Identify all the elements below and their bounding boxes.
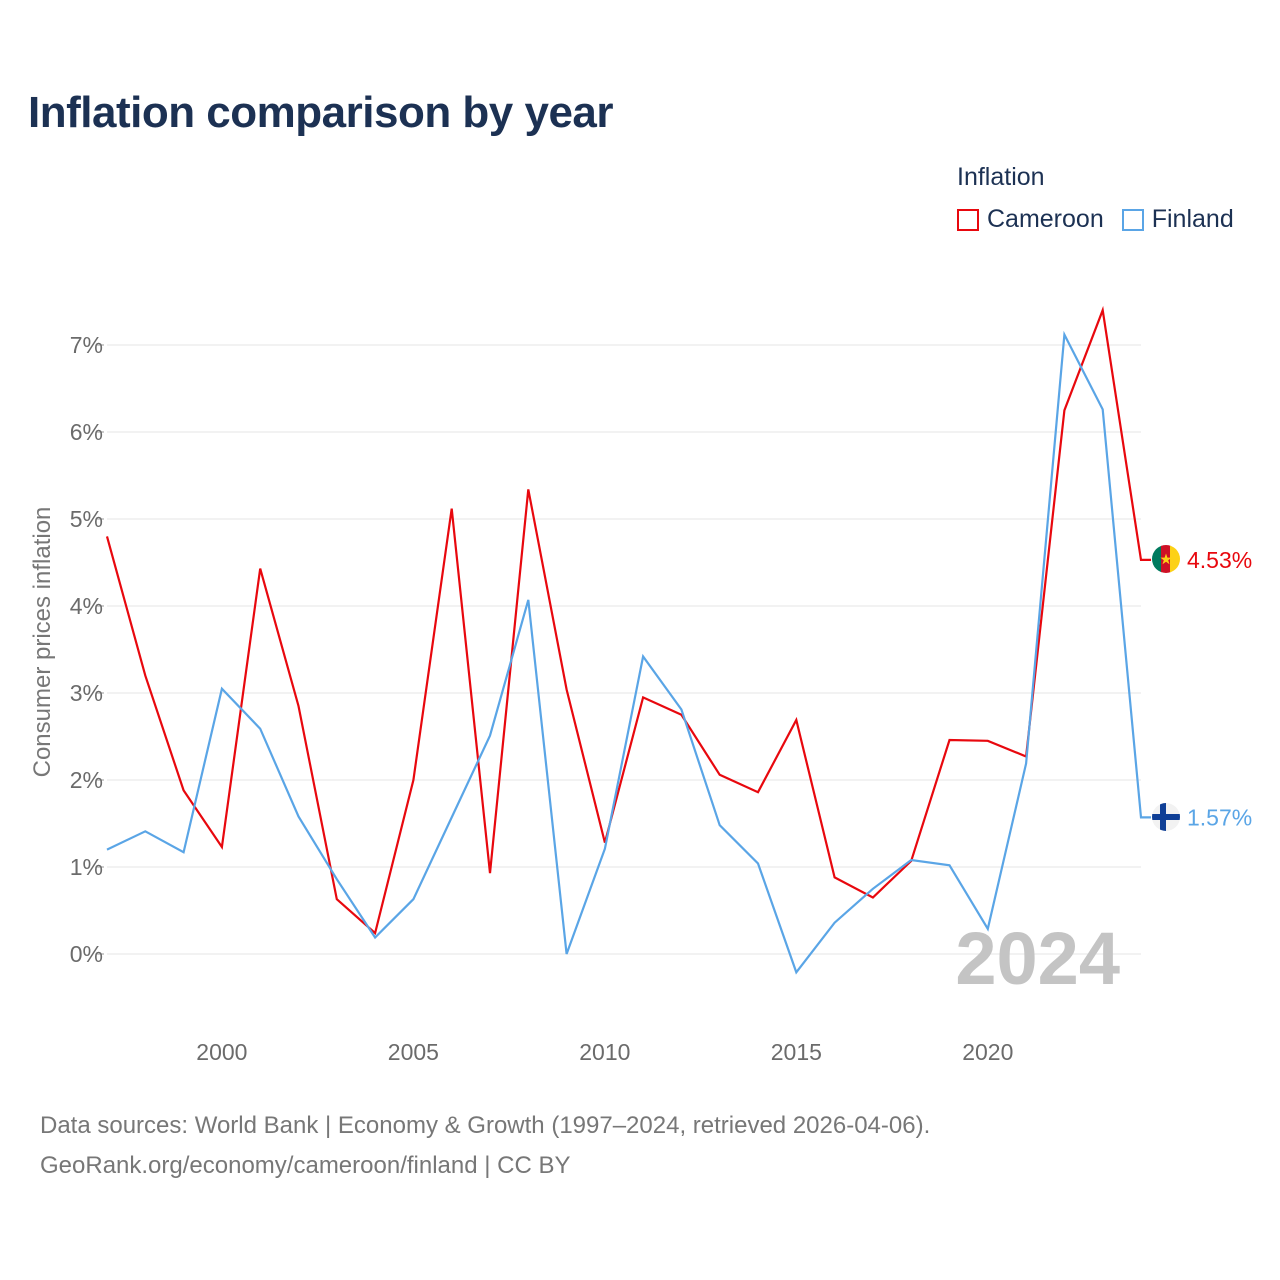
end-value-label-finland: 1.57% xyxy=(1187,804,1252,830)
y-tick-label: 1% xyxy=(70,854,103,880)
x-tick-label: 2010 xyxy=(579,1039,630,1065)
y-tick-label: 6% xyxy=(70,419,103,445)
y-tick-label: 5% xyxy=(70,506,103,532)
source-line-1: Data sources: World Bank | Economy & Gro… xyxy=(40,1112,931,1139)
finland-flag-icon xyxy=(1152,803,1180,831)
y-tick-label: 7% xyxy=(70,332,103,358)
legend: Cameroon Finland xyxy=(957,205,1252,234)
x-tick-label: 2015 xyxy=(771,1039,822,1065)
legend-title: Inflation xyxy=(957,163,1045,191)
y-tick-label: 4% xyxy=(70,593,103,619)
source-note: Data sources: World Bank | Economy & Gro… xyxy=(40,1106,930,1186)
y-tick-label: 3% xyxy=(70,680,103,706)
x-tick-label: 2020 xyxy=(962,1039,1013,1065)
legend-label-cameroon: Cameroon xyxy=(987,205,1104,233)
series-line-cameroon xyxy=(105,305,1151,936)
end-value-label-cameroon: 4.53% xyxy=(1187,547,1252,573)
year-watermark: 2024 xyxy=(955,917,1120,1000)
x-tick-label: 2005 xyxy=(388,1039,439,1065)
y-tick-label: 2% xyxy=(70,767,103,793)
legend-item-finland[interactable]: Finland xyxy=(1121,205,1234,234)
source-line-2[interactable]: GeoRank.org/economy/cameroon/finland | C… xyxy=(40,1152,571,1179)
legend-label-finland: Finland xyxy=(1151,205,1234,233)
series-line-finland xyxy=(106,330,1151,975)
page-title: Inflation comparison by year xyxy=(28,88,614,137)
legend-swatch-finland xyxy=(1121,208,1144,231)
cameroon-flag-icon xyxy=(1152,545,1180,573)
legend-swatch-cameroon xyxy=(957,208,979,231)
y-tick-label: 0% xyxy=(70,941,103,967)
y-axis-label: Consumer prices inflation xyxy=(29,507,56,778)
x-tick-label: 2000 xyxy=(196,1039,247,1065)
legend-item-cameroon[interactable]: Cameroon xyxy=(957,205,1104,234)
